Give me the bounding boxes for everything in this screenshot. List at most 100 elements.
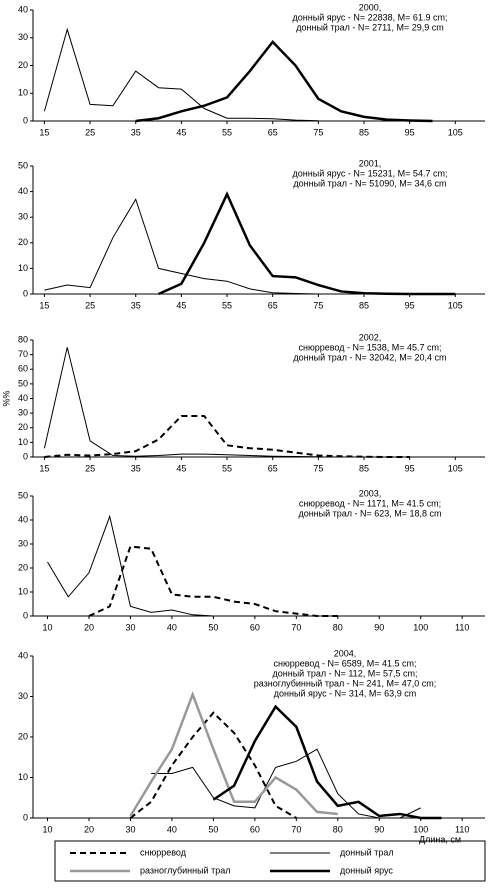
y-tick-label: 0 xyxy=(23,610,28,620)
x-tick-label: 40 xyxy=(167,824,177,834)
x-tick-label: 65 xyxy=(268,463,278,473)
y-tick-label: 0 xyxy=(23,115,28,125)
series-line xyxy=(88,545,338,617)
x-tick-label: 95 xyxy=(405,127,415,137)
series-line xyxy=(212,704,442,820)
annotation: донный ярус - N= 15231, M= 54.7 cm; xyxy=(293,168,448,178)
annotation: донный трал - N= 112, M= 57,5 cm; xyxy=(273,668,418,678)
y-tick-label: 40 xyxy=(18,514,28,524)
x-tick-label: 60 xyxy=(250,824,260,834)
x-tick-label: 65 xyxy=(268,127,278,137)
annotation: 2003, xyxy=(359,488,382,498)
x-tick-label: 50 xyxy=(208,824,218,834)
x-tick-label: 80 xyxy=(333,622,343,632)
series-line xyxy=(129,690,338,817)
series-line xyxy=(44,415,410,458)
annotation: донный трал - N= 623, M= 18,8 cm xyxy=(298,508,441,518)
x-tick-label: 30 xyxy=(125,622,135,632)
y-tick-label: 30 xyxy=(18,32,28,42)
x-tick-label: 20 xyxy=(84,622,94,632)
series-line xyxy=(158,191,456,296)
x-tick-label: 20 xyxy=(84,824,94,834)
x-tick-label: 60 xyxy=(250,622,260,632)
legend-label: донный трал xyxy=(340,847,394,857)
x-tick-label: 25 xyxy=(85,127,95,137)
legend-label: донный ярус xyxy=(340,865,393,875)
x-tick-label: 65 xyxy=(268,300,278,310)
x-tick-label: 50 xyxy=(208,622,218,632)
x-tick-label: 80 xyxy=(333,824,343,834)
series-line xyxy=(43,27,319,122)
y-tick-label: 50 xyxy=(18,490,28,500)
y-axis-label: %% xyxy=(1,390,11,406)
annotation: донный трал - N= 2711, M= 29,9 cm xyxy=(296,22,443,32)
x-tick-label: 30 xyxy=(125,824,135,834)
y-tick-label: 20 xyxy=(18,731,28,741)
y-tick-label: 50 xyxy=(18,160,28,170)
x-tick-label: 45 xyxy=(176,463,186,473)
y-tick-label: 30 xyxy=(18,691,28,701)
y-tick-label: 10 xyxy=(18,437,28,447)
x-tick-label: 15 xyxy=(39,300,49,310)
x-tick-label: 10 xyxy=(43,824,53,834)
x-tick-label: 55 xyxy=(222,300,232,310)
y-tick-label: 10 xyxy=(18,88,28,98)
series-line xyxy=(44,198,319,295)
x-tick-label: 15 xyxy=(39,463,49,473)
annotation: снюрревод - N= 6589, M= 41.5 cm; xyxy=(273,658,416,668)
y-tick-label: 40 xyxy=(18,4,28,14)
y-tick-label: 20 xyxy=(18,562,28,572)
y-tick-label: 40 xyxy=(18,186,28,196)
x-tick-label: 10 xyxy=(43,622,53,632)
x-tick-label: 35 xyxy=(131,463,141,473)
y-tick-label: 10 xyxy=(18,772,28,782)
annotation: 2001, xyxy=(359,158,382,168)
x-tick-label: 90 xyxy=(374,824,384,834)
x-tick-label: 70 xyxy=(291,824,301,834)
x-tick-label: 55 xyxy=(222,127,232,137)
y-tick-label: 40 xyxy=(18,393,28,403)
x-tick-label: 25 xyxy=(85,300,95,310)
series-line xyxy=(129,711,297,819)
x-tick-label: 110 xyxy=(455,622,469,632)
x-tick-label: 100 xyxy=(413,622,428,632)
x-tick-label: 105 xyxy=(448,127,463,137)
x-tick-label: 85 xyxy=(359,300,369,310)
series-line xyxy=(135,40,433,123)
annotation: донный трал - N= 32042, M= 20,4 cm xyxy=(293,352,446,362)
x-tick-label: 75 xyxy=(313,300,323,310)
x-tick-label: 25 xyxy=(85,463,95,473)
y-tick-label: 10 xyxy=(18,263,28,273)
y-tick-label: 0 xyxy=(23,451,28,461)
x-tick-label: 15 xyxy=(39,127,49,137)
y-tick-label: 50 xyxy=(18,378,28,388)
annotation: донный ярус - N= 314, M= 63,9 cm xyxy=(274,688,416,698)
annotation: 2000, xyxy=(359,2,382,12)
y-tick-label: 10 xyxy=(18,586,28,596)
x-tick-label: 95 xyxy=(405,463,415,473)
x-tick-label: 95 xyxy=(405,300,415,310)
x-tick-label: 45 xyxy=(176,300,186,310)
x-tick-label: 75 xyxy=(313,127,323,137)
series-line xyxy=(151,748,421,819)
x-tick-label: 70 xyxy=(291,622,301,632)
series-line xyxy=(47,514,235,617)
series-line xyxy=(43,347,319,458)
annotation: донный трал - N= 51090, M= 34,6 cm xyxy=(293,178,446,188)
x-tick-label: 40 xyxy=(167,622,177,632)
legend-box xyxy=(54,840,486,882)
annotation: 2004, xyxy=(334,648,357,658)
y-tick-label: 20 xyxy=(18,60,28,70)
y-tick-label: 0 xyxy=(23,812,28,822)
y-tick-label: 20 xyxy=(18,237,28,247)
x-tick-label: 90 xyxy=(374,622,384,632)
annotation: донный ярус - N= 22838, M= 61.9 cm; xyxy=(293,12,448,22)
x-tick-label: 35 xyxy=(131,127,141,137)
x-tick-label: 45 xyxy=(176,127,186,137)
x-tick-label: 85 xyxy=(359,127,369,137)
annotation: 2002, xyxy=(359,332,382,342)
y-tick-label: 40 xyxy=(18,650,28,660)
x-tick-label: 35 xyxy=(131,300,141,310)
annotation: снюрревод - N= 1538, M= 45.7 cm; xyxy=(298,342,441,352)
